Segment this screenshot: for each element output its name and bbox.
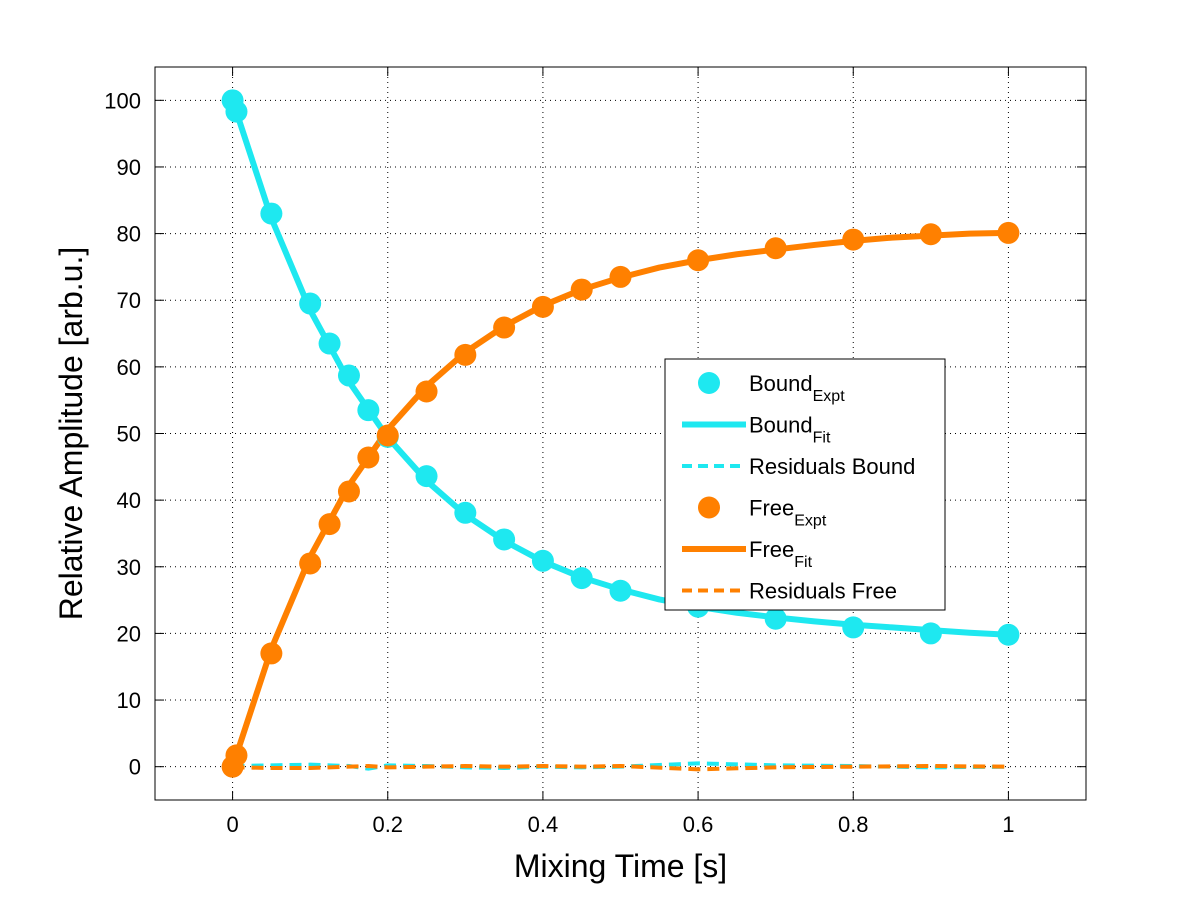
bound-expt-point	[919, 622, 942, 645]
bound-expt-point	[225, 100, 248, 123]
free-expt-point	[919, 223, 942, 246]
residuals-free-line	[232, 764, 1009, 772]
legend-name: Bound	[749, 371, 813, 396]
x-tick-label: 0	[226, 812, 238, 837]
free-expt-point	[376, 424, 399, 447]
bound-expt-point	[570, 567, 593, 590]
legend-label-residuals-bound: Residuals Bound	[749, 454, 915, 479]
free-expt-point	[997, 221, 1020, 244]
legend-subscript: Expt	[794, 513, 827, 530]
bound-expt-point	[609, 579, 632, 602]
legend-label-free-fit: FreeFit	[749, 537, 813, 571]
y-tick-label: 90	[117, 155, 141, 180]
legend-name: Bound	[749, 413, 813, 438]
y-tick-label: 0	[129, 755, 141, 780]
free-expt-point	[260, 642, 283, 665]
x-tick-label: 0.6	[683, 812, 714, 837]
y-tick-label: 100	[104, 88, 141, 113]
free-expt-point	[357, 446, 380, 469]
legend-label-bound-fit: BoundFit	[749, 413, 831, 447]
free-expt-point	[318, 513, 341, 536]
x-tick-label: 0.8	[838, 812, 869, 837]
legend-subscript: Expt	[813, 388, 846, 405]
y-tick-label: 80	[117, 222, 141, 247]
y-tick-label: 70	[117, 288, 141, 313]
free-expt-point	[337, 480, 360, 503]
free-expt-point	[842, 228, 865, 251]
free-expt-point	[764, 237, 787, 260]
y-axis-label: Relative Amplitude [arb.u.]	[53, 247, 89, 621]
legend-subscript: Fit	[813, 430, 831, 447]
y-tick-label: 40	[117, 488, 141, 513]
bound-expt-point	[531, 549, 554, 572]
legend-box	[664, 358, 946, 611]
x-tick-label: 0.4	[528, 812, 559, 837]
bound-expt-point	[997, 623, 1020, 646]
x-tick-label: 0.2	[372, 812, 403, 837]
plot-frame	[154, 66, 1087, 801]
legend-name: Residuals Bound	[749, 454, 915, 479]
legend-label-residuals-free: Residuals Free	[749, 579, 897, 604]
legend-name: Free	[749, 537, 794, 562]
legend-label-bound-expt: BoundExpt	[749, 371, 845, 405]
y-tick-label: 60	[117, 355, 141, 380]
free-expt-point	[225, 744, 248, 767]
legend-name: Free	[749, 496, 794, 521]
bound-expt-point	[337, 364, 360, 387]
series-layer	[221, 89, 1020, 778]
y-tick-label: 10	[117, 688, 141, 713]
legend-marker-bound-expt	[698, 372, 720, 394]
free-expt-point	[415, 380, 438, 403]
free-expt-point	[493, 316, 516, 339]
free-expt-point	[609, 265, 632, 288]
bound-expt-point	[764, 607, 787, 630]
y-tick-label: 20	[117, 621, 141, 646]
free-expt-point	[570, 278, 593, 301]
free-expt-point	[454, 343, 477, 366]
y-tick-label: 50	[117, 422, 141, 447]
bound-expt-point	[357, 399, 380, 422]
bound-expt-point	[318, 332, 341, 355]
legend-label-free-expt: FreeExpt	[749, 496, 827, 530]
legend-marker-free-expt	[698, 496, 720, 519]
free-expt-point	[299, 552, 322, 575]
legend-subscript: Fit	[794, 554, 812, 571]
bound-expt-point	[415, 465, 438, 488]
bound-expt-point	[493, 528, 516, 551]
bound-expt-point	[842, 616, 865, 639]
bound-expt-point	[299, 292, 322, 315]
x-axis-label: Mixing Time [s]	[514, 848, 727, 884]
free-expt-point	[531, 295, 554, 318]
legend-name: Residuals Free	[749, 579, 897, 604]
x-tick-label: 1	[1002, 812, 1014, 837]
bound-expt-point	[260, 202, 283, 225]
bound-expt-point	[454, 501, 477, 524]
y-tick-label: 30	[117, 555, 141, 580]
free-expt-point	[687, 249, 710, 272]
